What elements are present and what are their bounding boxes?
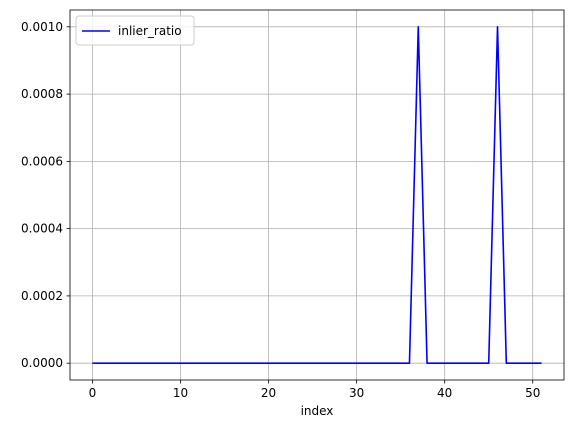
x-tick-label: 40 <box>437 386 452 400</box>
series-line-inlier-ratio <box>92 26 542 364</box>
y-tick-label: 0.0000 <box>21 356 63 370</box>
x-tick-label: 50 <box>525 386 540 400</box>
axes-frame <box>69 9 565 381</box>
x-axis-ticks: 0 10 20 30 40 50 <box>89 380 540 400</box>
x-tick-label: 0 <box>89 386 97 400</box>
y-tick-label: 0.0006 <box>21 154 63 168</box>
y-tick-label: 0.0002 <box>21 289 63 303</box>
legend-box <box>75 15 195 46</box>
y-tick-label: 0.0004 <box>21 222 63 236</box>
y-tick-label: 0.0008 <box>21 87 63 101</box>
legend: inlier_ratio <box>75 15 195 46</box>
x-tick-label: 10 <box>173 386 188 400</box>
y-tick-label: 0.0010 <box>21 20 63 34</box>
y-axis-ticks: 0.0000 0.0002 0.0004 0.0006 0.0008 0.0010 <box>21 20 70 370</box>
x-tick-label: 30 <box>349 386 364 400</box>
x-tick-label: 20 <box>261 386 276 400</box>
series-layer <box>92 26 542 364</box>
legend-label-inlier-ratio: inlier_ratio <box>118 24 182 38</box>
x-axis-label: index <box>301 404 334 418</box>
